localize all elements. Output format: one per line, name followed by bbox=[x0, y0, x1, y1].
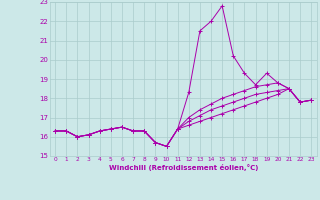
X-axis label: Windchill (Refroidissement éolien,°C): Windchill (Refroidissement éolien,°C) bbox=[108, 164, 258, 171]
